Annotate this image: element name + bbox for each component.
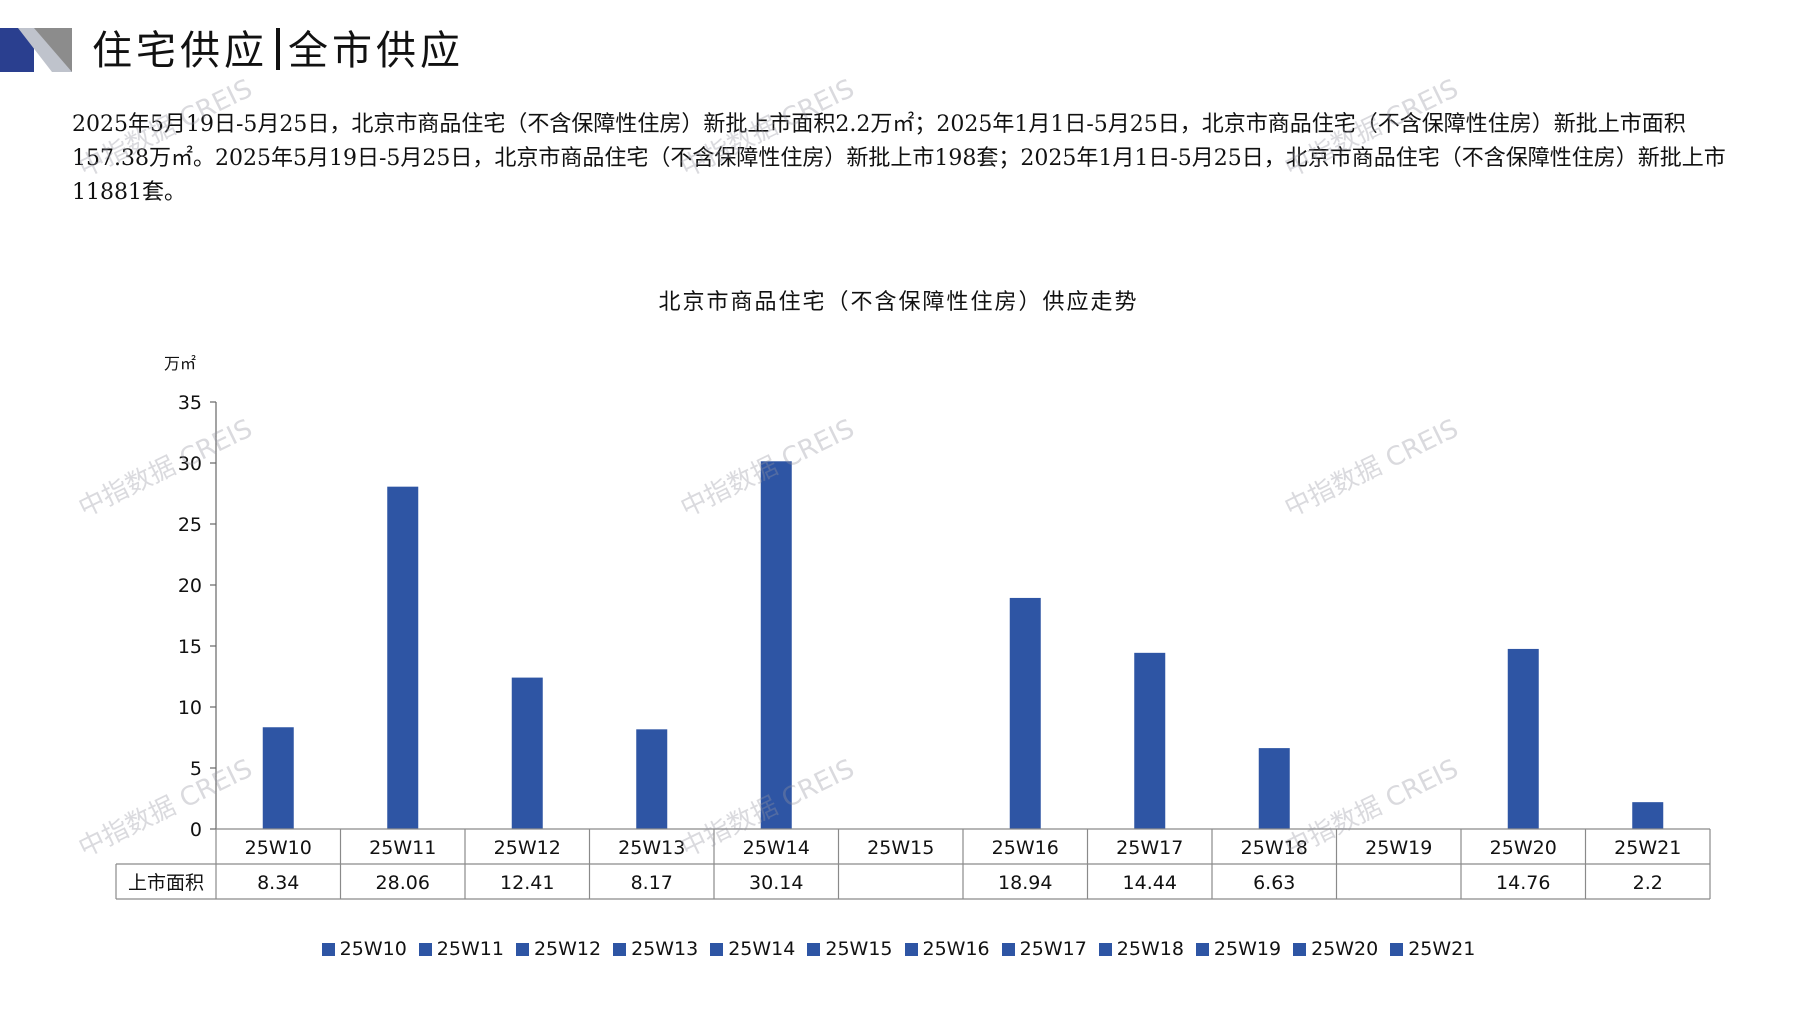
legend-swatch: [321, 942, 335, 956]
legend-item: 25W21: [1390, 938, 1475, 960]
y-axis-unit: 万㎡: [164, 354, 197, 373]
bar-25W13: [636, 729, 668, 829]
x-tick-label: 25W16: [992, 837, 1059, 859]
legend-swatch: [710, 942, 724, 956]
data-label: 2.2: [1633, 872, 1663, 894]
data-label: 18.94: [998, 872, 1052, 894]
legend-item: 25W19: [1195, 938, 1282, 960]
legend-swatch: [1390, 942, 1404, 956]
x-tick-label: 25W13: [618, 837, 685, 859]
x-tick-label: 25W10: [245, 837, 312, 859]
legend-swatch: [904, 942, 918, 956]
x-tick-label: 25W14: [743, 837, 810, 859]
bar-25W16: [1009, 597, 1041, 829]
legend-swatch: [807, 942, 821, 956]
y-tick-label: 30: [178, 453, 202, 475]
legend-label: 25W11: [436, 938, 504, 960]
legend-item: 25W16: [904, 938, 990, 960]
legend-item: 25W14: [710, 938, 795, 960]
legend-item: 25W10: [321, 938, 407, 960]
page-title-right: 全市供应: [288, 28, 464, 74]
legend-label: 25W10: [339, 938, 407, 960]
bar-25W12: [511, 677, 543, 829]
summary-text: 2025年5月19日-5月25日，北京市商品住宅（不含保障性住房）新批上市面积2…: [72, 112, 1726, 205]
bar-25W20: [1507, 648, 1539, 829]
x-tick-label: 25W21: [1614, 837, 1681, 859]
legend-label: 25W21: [1408, 938, 1476, 960]
y-tick-label: 5: [190, 758, 202, 780]
legend-label: 25W19: [1213, 938, 1282, 960]
legend-label: 25W15: [825, 938, 893, 960]
data-label: 14.76: [1496, 872, 1550, 894]
legend-label: 25W18: [1116, 938, 1184, 960]
y-tick-label: 25: [178, 514, 202, 536]
legend-item: 25W12: [515, 938, 602, 960]
bar-25W10: [262, 727, 294, 829]
x-tick-label: 25W12: [494, 837, 561, 859]
legend-swatch: [418, 942, 432, 956]
legend-label: 25W14: [728, 938, 796, 960]
bar-25W18: [1258, 748, 1290, 829]
legend-item: 25W13: [613, 938, 698, 960]
table-series-label: 上市面积: [128, 872, 204, 894]
page-title-left: 住宅供应: [92, 28, 268, 74]
legend-item: 25W18: [1098, 938, 1184, 960]
data-label: 6.63: [1253, 872, 1295, 894]
bar-25W11: [387, 486, 419, 829]
x-tick-label: 25W20: [1490, 837, 1557, 859]
bar-25W17: [1134, 652, 1166, 829]
x-tick-label: 25W19: [1365, 837, 1432, 859]
bar-25W21: [1632, 802, 1664, 829]
y-tick-label: 10: [178, 697, 202, 719]
legend-item: 25W15: [807, 938, 893, 960]
legend-label: 25W20: [1311, 938, 1379, 960]
legend-label: 25W12: [533, 938, 602, 960]
bar-25W14: [760, 461, 792, 829]
legend-item: 25W11: [418, 938, 504, 960]
y-tick-label: 15: [178, 636, 202, 658]
x-tick-label: 25W15: [867, 837, 934, 859]
y-tick-label: 0: [190, 819, 202, 841]
y-tick-label: 20: [178, 575, 202, 597]
data-label: 8.17: [631, 872, 673, 894]
x-tick-label: 25W17: [1116, 837, 1183, 859]
y-tick-label: 35: [178, 392, 202, 414]
section-logo: [0, 28, 72, 72]
legend-label: 25W17: [1019, 938, 1087, 960]
page-title: 住宅供应 全市供应: [92, 18, 464, 76]
legend-item: 25W17: [1001, 938, 1087, 960]
chart-legend: 25W10 25W11 25W12 25W13 25W14 25W15 25W16 25W17…: [0, 938, 1797, 960]
data-label: 8.34: [257, 872, 299, 894]
legend-label: 25W16: [922, 938, 990, 960]
legend-swatch: [613, 942, 627, 956]
legend-swatch: [515, 942, 529, 956]
legend-swatch: [1293, 942, 1307, 956]
data-label: 28.06: [376, 872, 430, 894]
legend-item: 25W20: [1293, 938, 1378, 960]
title-divider: [276, 28, 280, 70]
legend-swatch: [1098, 942, 1112, 956]
chart-title: 北京市商品住宅（不含保障性住房）供应走势: [658, 290, 1139, 315]
data-label: 30.14: [749, 872, 803, 894]
x-tick-label: 25W18: [1241, 837, 1308, 859]
legend-swatch: [1001, 942, 1015, 956]
x-tick-label: 25W11: [369, 837, 436, 859]
data-label: 12.41: [500, 872, 554, 894]
data-label: 14.44: [1123, 872, 1177, 894]
legend-label: 25W13: [631, 938, 699, 960]
legend-swatch: [1195, 942, 1209, 956]
